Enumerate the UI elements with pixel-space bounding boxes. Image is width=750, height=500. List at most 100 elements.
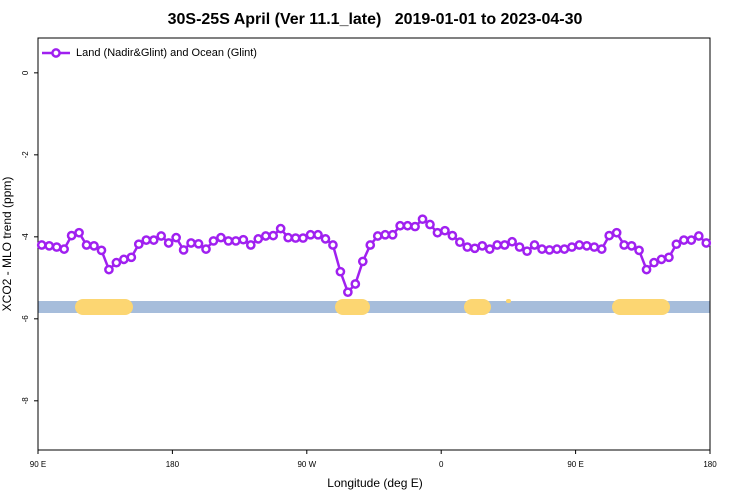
data-point	[231, 236, 241, 246]
data-point	[350, 279, 361, 289]
land-band	[464, 299, 491, 315]
data-point	[469, 243, 480, 254]
data-point	[357, 256, 368, 267]
data-point	[425, 219, 435, 230]
ocean-band	[38, 301, 710, 313]
data-point	[133, 239, 144, 250]
data-point	[66, 230, 77, 241]
data-point	[111, 257, 122, 268]
data-point	[148, 235, 159, 245]
chart-title: 30S-25S April (Ver 11.1_late) 2019-01-01…	[168, 11, 583, 28]
data-point	[238, 234, 249, 245]
y-tick-label: 0	[21, 70, 30, 75]
data-point	[440, 225, 450, 236]
data-point	[619, 240, 629, 250]
y-axis-label: XCO2 - MLO trend (ppm)	[0, 177, 14, 312]
data-point	[529, 240, 540, 250]
data-point	[574, 240, 585, 250]
data-point	[402, 220, 413, 231]
data-point	[126, 252, 137, 263]
data-point	[522, 246, 532, 257]
y-tick-label: -4	[21, 233, 30, 241]
y-tick-label: -6	[21, 315, 30, 323]
data-point	[283, 232, 293, 243]
data-point	[193, 238, 204, 249]
data-point	[178, 245, 189, 255]
data-point	[268, 230, 279, 241]
x-axis-label: Longitude (deg E)	[327, 476, 422, 490]
data-point	[693, 231, 704, 241]
data-point	[410, 221, 420, 232]
data-point	[44, 240, 55, 251]
data-point	[679, 235, 689, 245]
data-point	[298, 233, 308, 243]
data-point	[656, 254, 667, 265]
x-tick-label: 90 W	[297, 460, 316, 469]
data-point	[447, 230, 458, 241]
data-point	[514, 242, 525, 252]
data-point	[649, 257, 659, 268]
data-point	[208, 236, 219, 246]
land-band	[335, 299, 370, 315]
data-point	[343, 287, 353, 298]
data-point	[552, 244, 562, 254]
data-point	[417, 214, 428, 225]
legend-marker	[51, 48, 61, 58]
data-point	[313, 229, 323, 240]
data-point	[395, 220, 405, 231]
data-point	[626, 240, 637, 251]
data-point	[216, 232, 226, 243]
data-point	[477, 240, 488, 251]
data-point	[611, 227, 622, 238]
data-point	[544, 245, 555, 255]
x-tick-label: 180	[166, 460, 180, 469]
data-point	[559, 244, 570, 254]
data-point	[51, 242, 62, 252]
land-band	[75, 299, 133, 315]
data-point	[260, 231, 271, 241]
data-point	[305, 229, 316, 240]
data-point	[686, 235, 697, 245]
data-point	[163, 238, 174, 248]
data-point	[36, 240, 47, 250]
data-point	[372, 231, 383, 241]
data-point	[89, 240, 99, 251]
data-point	[380, 229, 391, 240]
data-point	[365, 240, 376, 250]
series-line	[41, 217, 708, 295]
land-ocean-band	[38, 299, 710, 315]
data-point	[641, 264, 652, 275]
data-point	[119, 254, 129, 265]
data-point	[290, 233, 301, 243]
x-tick-label: 0	[439, 460, 444, 469]
data-point	[484, 244, 495, 254]
data-point	[320, 234, 331, 244]
data-point	[156, 231, 167, 241]
data-point	[604, 230, 615, 241]
data-point	[462, 242, 473, 252]
data-point	[141, 235, 152, 245]
data-point	[596, 244, 607, 254]
data-point	[701, 238, 712, 248]
legend-label: Land (Nadir&Glint) and Ocean (Glint)	[76, 47, 257, 59]
y-tick-label: -2	[21, 151, 30, 159]
y-tick-label: -8	[21, 397, 30, 405]
data-point	[59, 244, 69, 254]
data-point	[499, 240, 510, 250]
land-band	[506, 299, 511, 303]
data-point	[455, 237, 465, 248]
data-point	[432, 227, 443, 238]
data-point	[581, 240, 592, 251]
data-point	[664, 252, 674, 263]
data-point	[537, 244, 547, 254]
data-point	[171, 232, 181, 243]
data-point	[253, 234, 264, 244]
x-tick-label: 180	[703, 460, 717, 469]
x-tick-label: 90 E	[30, 460, 46, 469]
data-point	[567, 242, 577, 252]
data-point	[387, 229, 398, 240]
data-point	[186, 238, 196, 248]
data-point	[223, 236, 234, 246]
data-point	[492, 240, 503, 250]
